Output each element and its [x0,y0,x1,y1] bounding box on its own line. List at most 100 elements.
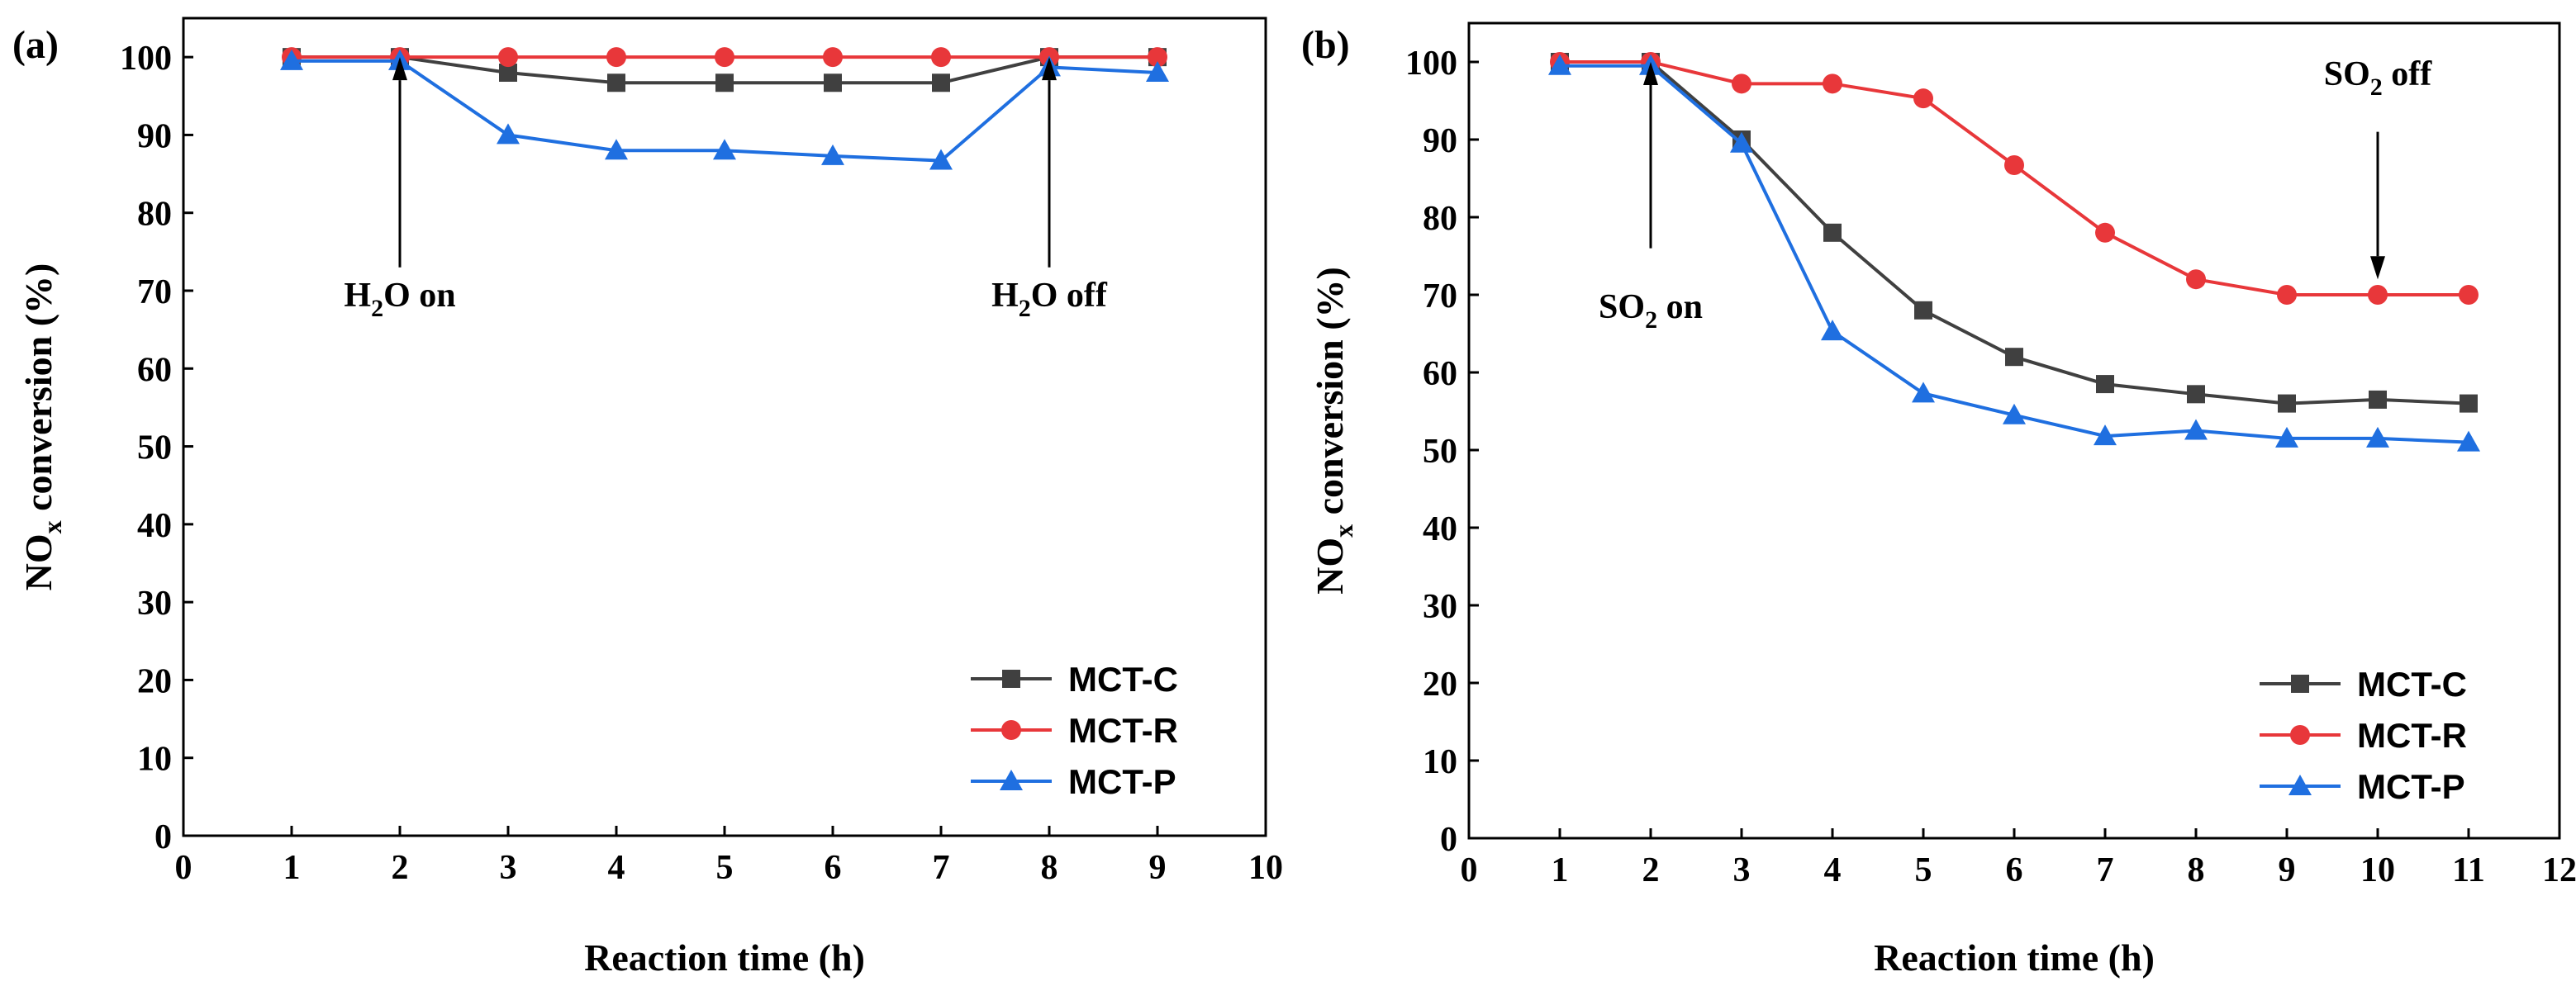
legend-label: MCT-P [1068,762,1176,801]
x-tick-label: 1 [283,849,301,887]
data-point [2460,394,2478,413]
legend-marker [1001,720,1021,740]
y-tick-label: 60 [137,351,172,389]
series-line [1560,64,2469,444]
legend-label: MCT-P [2357,767,2465,806]
annotation-label-tail: O off [1031,277,1108,315]
annotation-label-main: H [991,277,1019,315]
annotation-label-sub: 2 [2370,73,2383,101]
data-point [824,73,842,92]
data-point [1823,73,1842,94]
data-point [1732,73,1751,94]
x-tick-label: 0 [1461,851,1478,889]
data-point [2005,348,2023,367]
x-tick-label: 7 [2097,851,2114,889]
x-tick-label: 8 [1041,849,1058,887]
annotation-label-tail: O on [383,277,456,315]
data-point [497,123,520,145]
data-point [2094,424,2117,446]
x-tick-label: 9 [1149,849,1167,887]
data-point [932,73,950,92]
panel-label: (b) [1301,23,1350,67]
data-point [2187,385,2205,404]
data-point [2186,269,2206,290]
data-point [931,47,951,68]
annotation-label-tail: off [2383,55,2432,93]
series-mct-c [1551,53,2478,413]
y-axis-title: NOx conversion (%) [17,263,67,591]
annotation-arrow-head [1643,62,1658,85]
y-tick-label: 30 [137,585,172,623]
x-axis-title: Reaction time (h) [1874,936,2155,979]
y-tick-label: 20 [137,662,172,700]
data-point [606,47,626,68]
annotation-label-main: H [344,277,371,315]
data-point [1821,320,1844,341]
y-axis-title-sub: x [37,520,67,533]
data-point [2003,403,2026,424]
y-tick-label: 60 [1423,355,1457,393]
panel-a: 0 1 2 3 4 5 6 7 8 9 100102030405060708090100Reacti… [12,17,1283,979]
x-tick-label: 6 [825,849,842,887]
y-axis-title: NOx conversion (%) [1309,267,1358,595]
y-tick-label: 80 [137,196,172,234]
x-tick-label: 5 [1915,851,1932,889]
y-tick-label: 70 [137,273,172,311]
legend-marker [2290,725,2310,745]
y-axis-title-rest: conversion (%) [1309,267,1351,524]
data-point [1913,88,1933,109]
data-point [2277,285,2297,305]
annotation: H2O off [991,57,1108,322]
annotation-arrow-head [2370,256,2385,280]
data-point [821,144,844,165]
legend-marker [1000,770,1023,790]
data-point [2368,285,2388,305]
y-tick-label: 50 [137,429,172,467]
panel-b: 0 1 2 3 4 5 6 7 8 9 10 11 120102030405060708090100Re… [1301,21,2576,979]
x-tick-label: 12 [2542,851,2576,889]
y-axis-title-no: NO [1309,538,1351,595]
x-tick-label: 4 [1824,851,1842,889]
x-axis-title: Reaction time (h) [584,936,865,979]
y-tick-label: 100 [120,40,172,78]
data-point [929,149,953,170]
x-tick-label: 7 [933,849,950,887]
annotation-label: H2O off [991,277,1108,322]
data-point [2369,390,2387,409]
y-tick-label: 100 [1405,45,1457,83]
y-tick-label: 10 [137,741,172,779]
annotation-label-sub: 2 [371,295,383,322]
annotation: SO2 off [2324,55,2432,280]
y-tick-label: 40 [137,507,172,545]
y-axis-title-no: NO [17,533,59,590]
data-point [1146,61,1169,82]
annotation-label-tail: on [1657,288,1703,326]
data-point [607,73,625,92]
y-tick-label: 20 [1423,666,1457,704]
annotation: H2O on [344,57,456,322]
data-point [280,49,303,70]
data-point [823,47,843,68]
y-tick-label: 30 [1423,588,1457,626]
x-tick-label: 9 [2279,851,2296,889]
panel-label: (a) [12,23,59,67]
data-point [1823,223,1842,242]
data-point [1730,131,1753,153]
data-point [1548,54,1571,75]
data-point [2004,155,2024,176]
y-tick-label: 0 [1440,821,1457,859]
data-point [2278,394,2296,413]
y-tick-label: 50 [1423,433,1457,471]
annotation-arrow-head [392,57,407,81]
annotation-label: H2O on [344,277,455,322]
y-tick-label: 70 [1423,277,1457,315]
annotation-label-sub: 2 [1019,295,1031,322]
x-tick-label: 0 [175,849,192,887]
legend-label: MCT-R [2357,716,2467,755]
y-axis-title-rest: conversion (%) [17,263,59,521]
annotation-label-main: SO [2324,55,2370,93]
x-tick-label: 3 [500,849,517,887]
data-point [2096,375,2114,394]
y-tick-label: 90 [137,117,172,155]
annotation-label-main: SO [1599,288,1645,326]
